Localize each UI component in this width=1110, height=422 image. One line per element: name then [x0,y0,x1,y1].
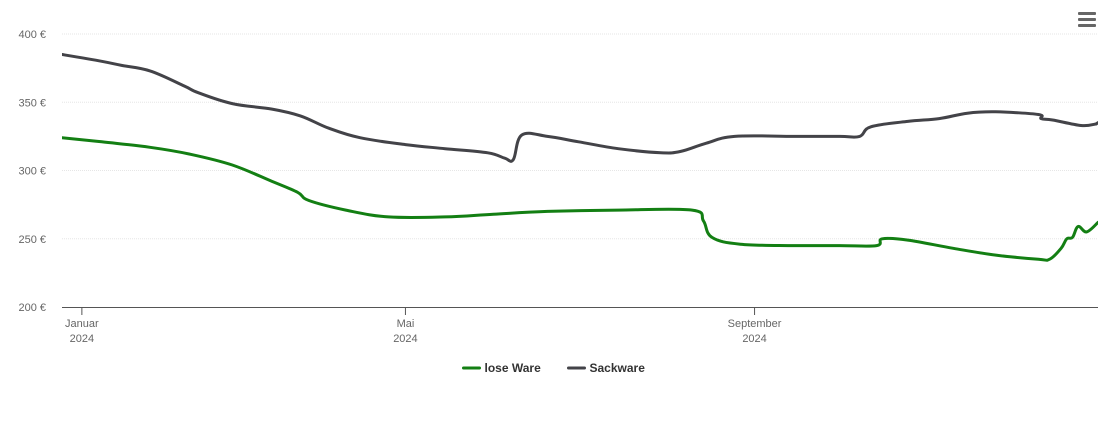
y-tick-label: 200 € [18,302,46,314]
x-axis: Januar 2024 Mai 2024 September 2024 [62,307,1098,345]
legend-label: lose Ware [485,361,542,375]
legend-item[interactable]: lose Ware [462,361,542,375]
y-tick-label: 250 € [18,234,46,246]
legend-item[interactable]: Sackware [567,361,646,375]
y-tick-label: 350 € [18,97,46,109]
x-tick-label-year: 2024 [393,333,417,345]
x-tick-label-month: Januar [65,318,99,330]
y-tick-label: 300 € [18,166,46,178]
y-tick-label: 400 € [18,29,46,41]
legend-label: Sackware [590,361,646,375]
x-tick-label-month: Mai [397,318,415,330]
grid-lines [62,33,1098,240]
y-axis: 200 € 250 € 300 € 350 € 400 € [18,29,46,314]
x-tick-label-year: 2024 [742,333,766,345]
legend: lose Ware Sackware [462,361,646,375]
series-lines [62,53,1098,262]
x-tick-label-year: 2024 [70,333,94,345]
series-line-lose-ware [62,136,1098,262]
series-line-sackware [62,53,1098,163]
hamburger-menu-icon[interactable] [1076,12,1098,30]
x-tick-label-month: September [728,318,782,330]
